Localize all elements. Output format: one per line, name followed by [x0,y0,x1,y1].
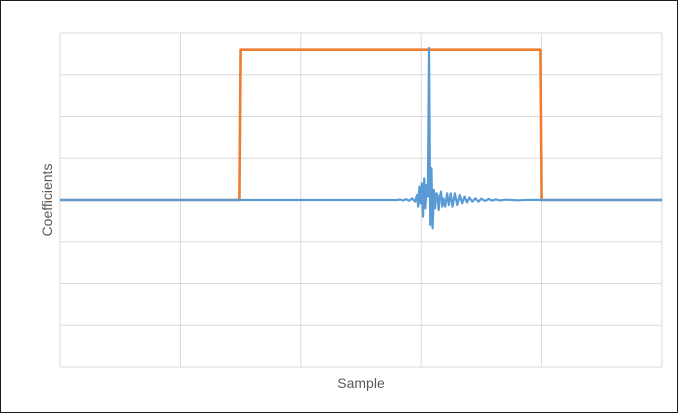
series-line-2 [60,46,662,230]
series-layer [60,46,662,230]
series-line-1 [60,48,662,202]
y-axis-title: Coefficients [39,164,55,237]
x-axis-title: Sample [337,375,385,391]
